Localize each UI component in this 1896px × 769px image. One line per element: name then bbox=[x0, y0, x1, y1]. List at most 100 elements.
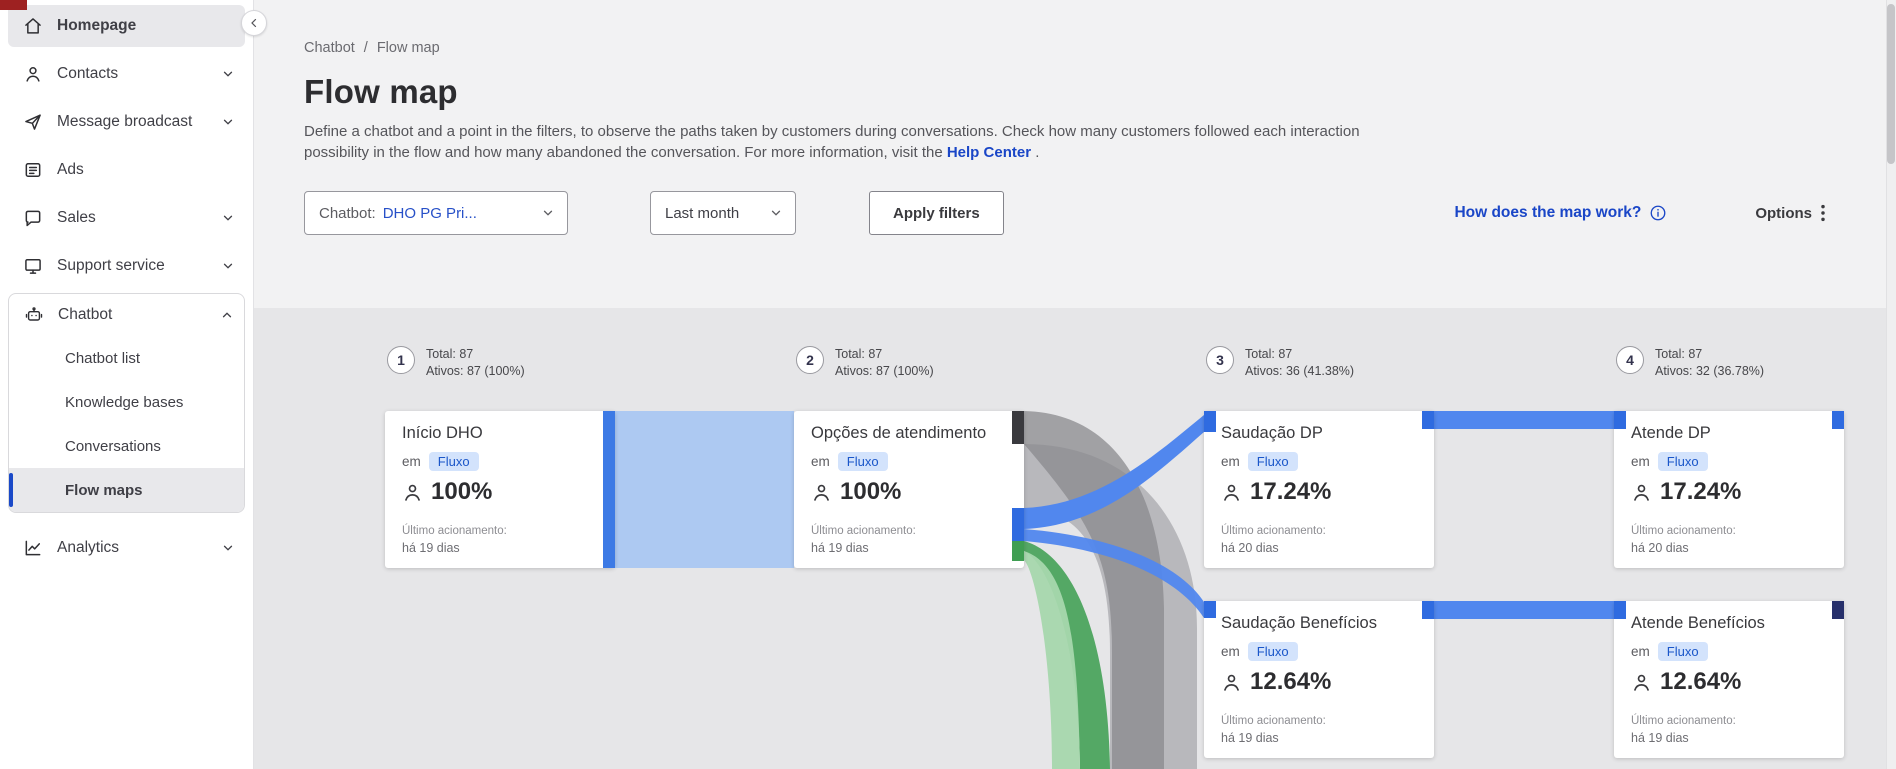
period-select[interactable]: Last month bbox=[650, 191, 796, 235]
sidebar-item-flow-maps[interactable]: Flow maps bbox=[9, 468, 244, 512]
person-icon bbox=[22, 63, 44, 85]
sidebar-item-analytics[interactable]: Analytics bbox=[8, 527, 245, 569]
column-number-badge[interactable]: 2 bbox=[796, 346, 824, 374]
sidebar-item-conversations[interactable]: Conversations bbox=[9, 424, 244, 468]
node-last-trigger: Último acionamento: há 19 dias bbox=[1631, 714, 1828, 746]
sidebar-subitem-label: Chatbot list bbox=[65, 349, 141, 367]
column-actives: Ativos: 87 (100%) bbox=[426, 364, 525, 378]
flow-column-header-3: 3 Total: 87 Ativos: 36 (41.38%) bbox=[1206, 346, 1354, 380]
flow-stub-out-dark bbox=[1832, 601, 1844, 619]
column-actives: Ativos: 87 (100%) bbox=[835, 364, 934, 378]
breadcrumb-separator: / bbox=[363, 40, 368, 56]
column-total: Total: 87 bbox=[835, 347, 883, 361]
node-last-value: há 19 dias bbox=[1631, 731, 1689, 745]
node-percent-row: 12.64% bbox=[1631, 668, 1828, 696]
chevron-down-icon bbox=[759, 206, 783, 220]
chevron-down-icon bbox=[221, 259, 235, 273]
node-type-badge: Fluxo bbox=[1657, 452, 1708, 471]
node-type-badge: Fluxo bbox=[1247, 642, 1298, 661]
column-number-badge[interactable]: 4 bbox=[1616, 346, 1644, 374]
node-type-row: em Fluxo bbox=[1221, 452, 1418, 471]
node-last-value: há 19 dias bbox=[811, 541, 869, 555]
send-icon bbox=[22, 111, 44, 133]
breadcrumb-current: Flow map bbox=[376, 40, 440, 56]
sidebar-item-support-service[interactable]: Support service bbox=[8, 245, 245, 287]
person-icon bbox=[1634, 674, 1649, 691]
flow-stub-in bbox=[1204, 601, 1216, 618]
breadcrumb-parent[interactable]: Chatbot bbox=[304, 40, 355, 56]
page-description: Define a chatbot and a point in the filt… bbox=[304, 121, 1394, 163]
flow-stub-green bbox=[1012, 541, 1024, 561]
node-title: Início DHO bbox=[402, 424, 483, 442]
column-total: Total: 87 bbox=[1245, 347, 1293, 361]
node-em-label: em bbox=[1221, 454, 1240, 469]
vertical-scrollbar[interactable] bbox=[1886, 0, 1896, 769]
node-percent: 12.64% bbox=[1250, 668, 1332, 695]
flow-stub-in bbox=[1614, 411, 1626, 429]
sidebar-item-knowledge-bases[interactable]: Knowledge bases bbox=[9, 380, 244, 424]
scrollbar-thumb[interactable] bbox=[1887, 4, 1895, 164]
flow-stub-out bbox=[1422, 601, 1434, 619]
sidebar-item-sales[interactable]: Sales bbox=[8, 197, 245, 239]
options-menu[interactable]: Options bbox=[1755, 202, 1826, 224]
sidebar-item-ads[interactable]: Ads bbox=[8, 149, 245, 191]
description-text: Define a chatbot and a point in the filt… bbox=[304, 123, 1360, 161]
flow-column-header-1: 1 Total: 87 Ativos: 87 (100%) bbox=[387, 346, 525, 380]
node-type-badge: Fluxo bbox=[428, 452, 479, 471]
page-title: Flow map bbox=[304, 73, 458, 110]
flow-node-inicio-dho[interactable]: Início DHO em Fluxo 100% Último acioname… bbox=[385, 411, 615, 568]
sidebar-item-contacts[interactable]: Contacts bbox=[8, 53, 245, 95]
main-content: Chatbot / Flow map Flow map Define a cha… bbox=[254, 0, 1896, 769]
chatbot-select-label: Chatbot: bbox=[319, 204, 376, 222]
node-percent-row: 100% bbox=[402, 478, 599, 506]
chevron-up-icon bbox=[220, 308, 234, 322]
column-number-badge[interactable]: 1 bbox=[387, 346, 415, 374]
flow-node-saudacao-beneficios[interactable]: Saudação Benefícios em Fluxo 12.64% Últi… bbox=[1204, 601, 1434, 758]
sidebar-item-homepage[interactable]: Homepage bbox=[8, 5, 245, 47]
node-title: Atende Benefícios bbox=[1631, 614, 1765, 632]
node-type-badge: Fluxo bbox=[1247, 452, 1298, 471]
chevron-left-icon bbox=[251, 18, 257, 28]
sidebar-item-message-broadcast[interactable]: Message broadcast bbox=[8, 101, 245, 143]
node-title: Opções de atendimento bbox=[811, 424, 987, 442]
sidebar-item-label: Homepage bbox=[57, 17, 137, 34]
node-type-row: em Fluxo bbox=[1221, 642, 1418, 661]
help-center-link[interactable]: Help Center bbox=[946, 144, 1032, 161]
robot-icon bbox=[23, 304, 45, 326]
flow-node-atende-dp[interactable]: Atende DP em Fluxo 17.24% Último acionam… bbox=[1614, 411, 1844, 568]
node-last-trigger: Último acionamento: há 19 dias bbox=[1221, 714, 1418, 746]
sidebar-item-label: Support service bbox=[57, 257, 165, 274]
sidebar-subitem-label: Knowledge bases bbox=[65, 393, 184, 411]
chatbot-select[interactable]: Chatbot: DHO PG Pri... bbox=[304, 191, 568, 235]
chevron-down-icon bbox=[221, 541, 235, 555]
node-percent: 100% bbox=[431, 478, 493, 505]
map-help-link[interactable]: How does the map work? bbox=[1454, 204, 1667, 222]
column-total: Total: 87 bbox=[1655, 347, 1703, 361]
node-last-label: Último acionamento: bbox=[1631, 525, 1736, 537]
sidebar-item-label: Message broadcast bbox=[57, 113, 193, 130]
flow-node-atende-beneficios[interactable]: Atende Benefícios em Fluxo 12.64% Último… bbox=[1614, 601, 1844, 758]
flow-stub-out bbox=[603, 411, 615, 568]
flow-node-opcoes-atendimento[interactable]: Opções de atendimento em Fluxo 100% Últi… bbox=[794, 411, 1024, 568]
sidebar-item-chatbot[interactable]: Chatbot bbox=[9, 294, 244, 336]
flow-ribbon-green bbox=[1024, 541, 1110, 769]
node-percent-row: 17.24% bbox=[1221, 478, 1418, 506]
node-title: Saudação Benefícios bbox=[1221, 614, 1377, 632]
sidebar-collapse-button[interactable] bbox=[241, 10, 267, 36]
column-number-badge[interactable]: 3 bbox=[1206, 346, 1234, 374]
apply-filters-button[interactable]: Apply filters bbox=[869, 191, 1004, 235]
node-type-row: em Fluxo bbox=[811, 452, 1008, 471]
flow-stub-out bbox=[1422, 411, 1434, 429]
column-actives: Ativos: 36 (41.38%) bbox=[1245, 364, 1355, 378]
flow-node-saudacao-dp[interactable]: Saudação DP em Fluxo 17.24% Último acion… bbox=[1204, 411, 1434, 568]
sidebar-item-chatbot-list[interactable]: Chatbot list bbox=[9, 336, 244, 380]
node-last-trigger: Último acionamento: há 19 dias bbox=[811, 524, 1008, 556]
flow-ribbon-light-green bbox=[1024, 551, 1080, 769]
flow-map-canvas[interactable]: 1 Total: 87 Ativos: 87 (100%) 2 Total: 8… bbox=[254, 308, 1896, 769]
node-last-label: Último acionamento: bbox=[402, 525, 507, 537]
flow-column-header-2: 2 Total: 87 Ativos: 87 (100%) bbox=[796, 346, 934, 380]
sidebar-item-label: Chatbot bbox=[58, 306, 113, 323]
home-icon bbox=[22, 15, 44, 37]
node-last-trigger: Último acionamento: há 20 dias bbox=[1221, 524, 1418, 556]
